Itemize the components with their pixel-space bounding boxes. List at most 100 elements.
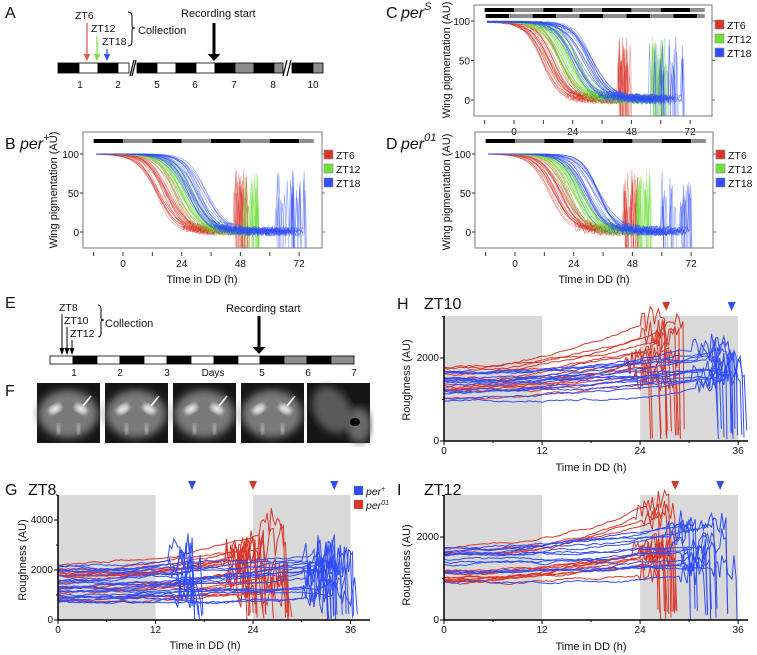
arrow-head [64,348,70,355]
light-schedule-segment [631,8,661,12]
x-tick-label: 0 [441,446,447,457]
trace-per01 [57,561,290,617]
zt6-arrow-head [83,54,91,61]
legend-swatch-zt6 [715,149,726,160]
trace-per-plus [443,363,732,433]
chart-title-g: ZT8 [28,482,57,499]
plot-frame [82,131,323,249]
trace-per01 [57,534,264,614]
genotype-c-sup: S [424,1,432,13]
x-tick-label: 0 [512,259,518,270]
legend-label-zt12: ZT12 [727,34,752,46]
light-schedule-segment [485,139,515,143]
y-tick-label: 50 [459,57,471,68]
schedule-segment [214,62,236,74]
axis-break [129,59,135,77]
trace-zt18 [486,20,662,116]
x-tick-label: 12 [536,625,548,636]
genotype-d: per01 [400,132,436,153]
light-schedule-segment [556,14,580,18]
day-label: 6 [305,368,311,379]
panel-label-g: G [5,482,17,499]
trace-zt18 [487,20,670,116]
y-tick-label: 2000 [31,565,54,576]
trace-group [486,20,685,116]
collection-label: Collection [105,318,153,330]
day-label: 8 [270,80,276,91]
legend-swatch-per-01 [354,500,363,509]
bright-region [77,424,80,434]
trace-zt12 [487,20,656,116]
legend-label-zt18: ZT18 [727,48,752,60]
schedule-segment [156,62,177,74]
trace-zt6 [96,153,237,248]
x-tick-label: 12 [536,446,548,457]
bright-region [261,424,264,434]
schedule-segment [117,62,130,74]
light-schedule-segment [660,8,691,12]
x-axis-label-d: Time in DD (h) [558,274,629,286]
legend-swatch-zt6 [714,19,725,30]
y-tick-label: 0 [47,615,53,626]
wing-chart-b: 0 50 100 0 24 48 72 ZT6 ZT12 ZT18 [62,131,361,270]
trace-per-plus [443,528,729,613]
bright-region [252,404,266,414]
light-schedule-segment [626,14,650,18]
schedule-segment [175,62,197,74]
legend-label-zt12: ZT12 [336,164,361,176]
brain-tissue [106,390,166,438]
arrowhead-marker-icon [188,481,197,490]
light-schedule-segment [691,139,706,143]
trace-per-plus [57,548,353,619]
trace-per01 [443,488,672,618]
genotype-c-name: per [400,5,425,22]
legend-label-zt6: ZT6 [336,150,355,162]
bright-region [213,424,216,434]
legend-swatch-zt12 [715,163,726,174]
schedule-segment [136,62,158,74]
schedule-segment [166,355,192,365]
arrowhead-marker-icon [716,481,725,490]
trace-zt18 [96,153,295,248]
recording-start-label: Recording start [181,8,256,20]
y-tick-label: 100 [62,150,79,161]
schedule-segment [234,62,255,74]
trace-zt18 [96,153,294,248]
light-schedule-segment [632,139,662,143]
x-tick-label: 24 [176,259,188,270]
bright-region [48,404,62,414]
trace-per-plus [443,347,733,435]
light-schedule-segment [485,14,510,18]
brain-image [173,383,236,443]
genotype-b-name: per [19,136,44,153]
roughness-chart-h: 0 12 24 36 0 2000 [417,302,748,457]
trace-per01 [443,312,685,430]
schedule-segment [49,355,74,365]
legend-label-zt18: ZT18 [336,178,361,190]
genotype-b-sup: + [43,132,50,144]
y-tick-label: 2000 [417,353,440,364]
collection-brace [127,11,136,47]
trace-per-plus [443,367,728,440]
genotype-d-name: per [400,136,425,153]
trace-zt12 [96,153,259,248]
bright-region [125,424,128,434]
legend-label-per-01: per01 [365,500,389,512]
chart-title-h: ZT10 [424,296,461,313]
brain-image [241,383,304,443]
schedule-segment [283,355,308,365]
x-tick-label: 24 [568,259,580,270]
axis-break [286,59,292,77]
x-tick-label: 24 [247,625,259,636]
y-tick-label: 0 [464,96,470,107]
day-label: 7 [351,368,357,379]
trace-per-plus [57,556,335,617]
timepoint-zt6-label: ZT6 [75,10,94,22]
schedule-segment [253,62,275,74]
light-schedule-segment [690,8,705,12]
timepoint-zt8-label: ZT8 [59,302,78,314]
x-tick-label: 0 [441,625,447,636]
panel-label-a: A [5,5,16,22]
x-tick-label: 48 [235,259,247,270]
